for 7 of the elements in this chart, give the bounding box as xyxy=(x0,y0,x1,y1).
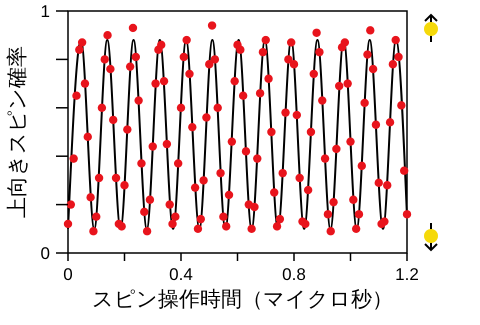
x-axis-title: スピン操作時間（マイクロ秒） xyxy=(92,288,393,311)
y-tick-label: 1 xyxy=(40,2,50,21)
x-tick-label: 0 xyxy=(63,265,73,284)
x-tick-label: 0.8 xyxy=(282,265,306,284)
x-tick-label: 1.2 xyxy=(395,265,419,284)
y-axis-title: 上向きスピン確率 xyxy=(6,46,29,218)
x-tick-label: 0.4 xyxy=(169,265,193,284)
